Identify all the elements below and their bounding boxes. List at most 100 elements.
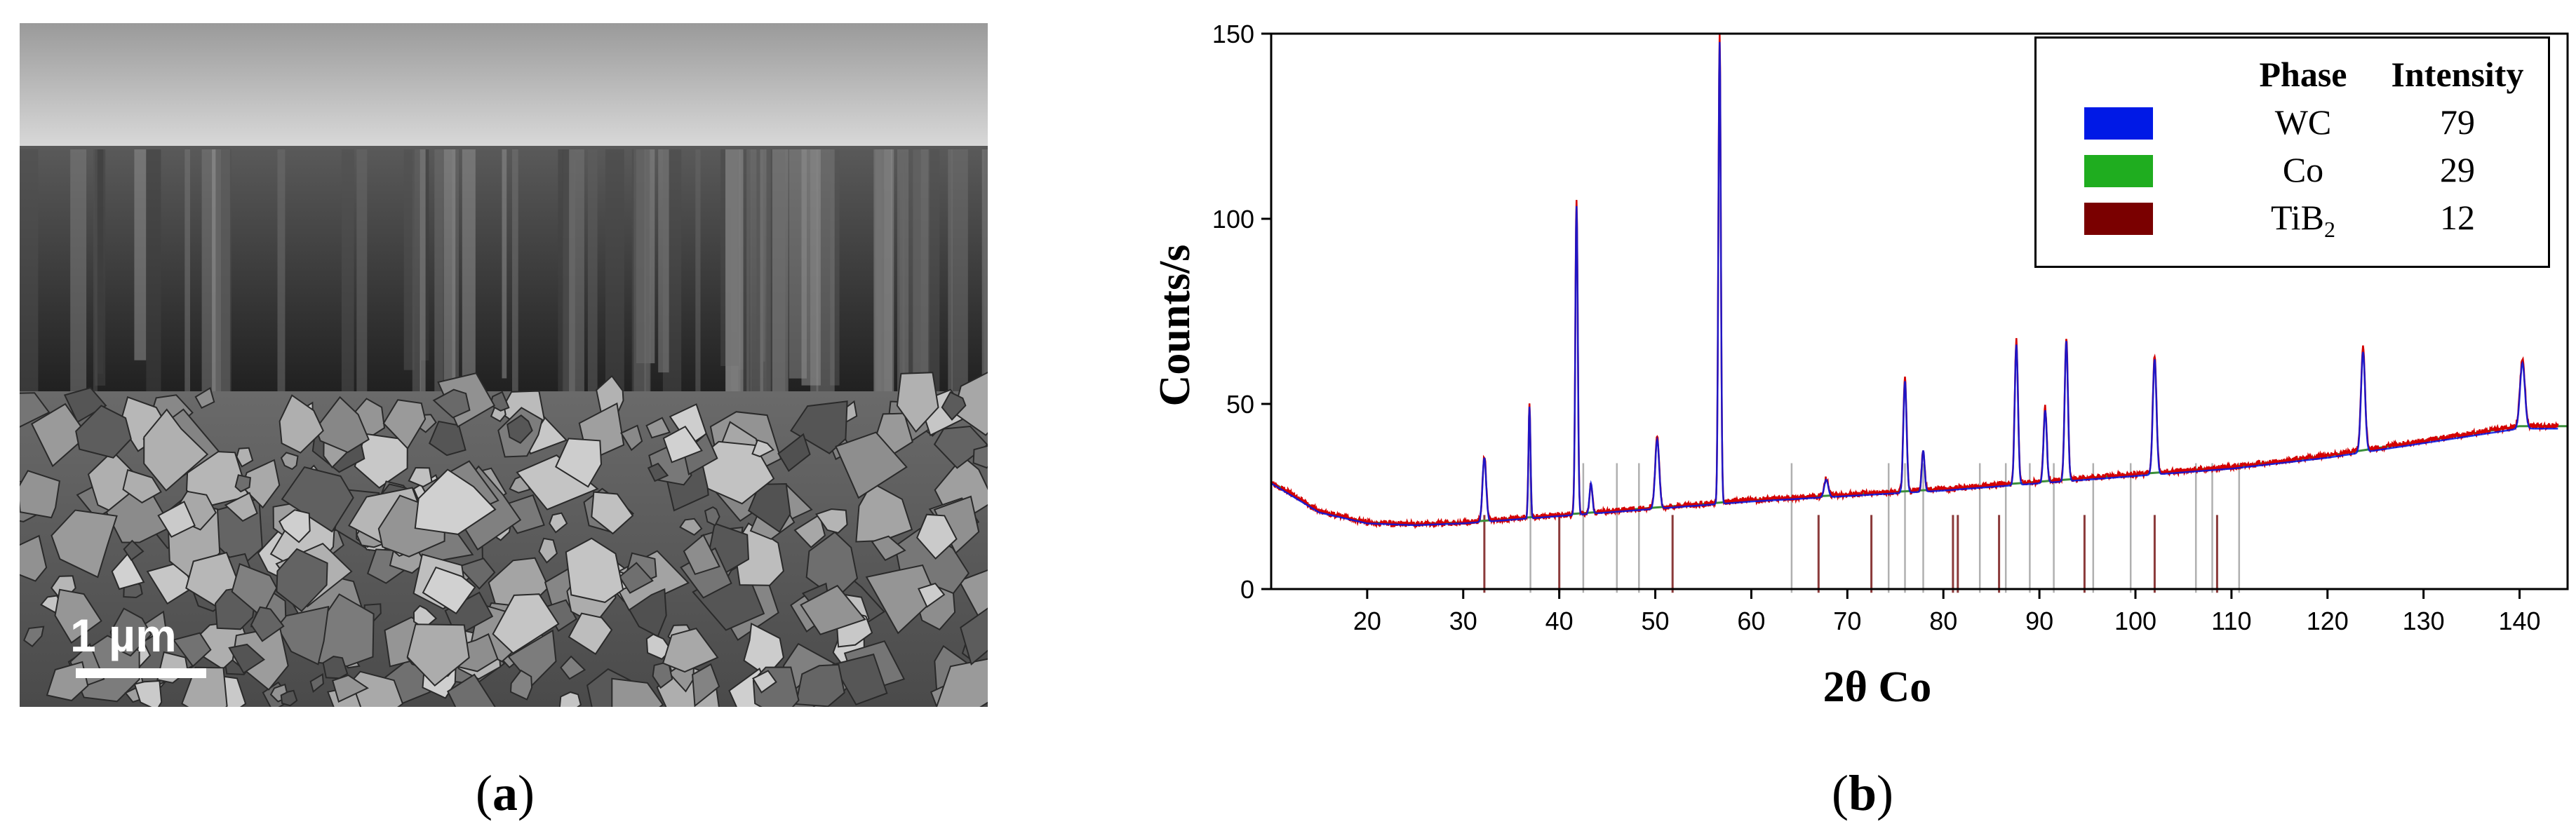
- substrate-grain: [933, 495, 980, 555]
- coating-columns: [20, 149, 988, 527]
- substrate-grain: [111, 552, 145, 590]
- substrate-grain: [538, 537, 558, 564]
- substrate-grain: [972, 445, 988, 469]
- x-axis-label: 2θ Co: [1823, 663, 1932, 711]
- substrate-grain: [75, 405, 132, 459]
- substrate-grain: [591, 491, 634, 535]
- legend-swatch-co: [2084, 155, 2153, 187]
- substrate-grain: [507, 414, 533, 444]
- substrate-grain: [250, 606, 285, 642]
- substrate-grain: [933, 425, 988, 469]
- substrate-grain: [281, 466, 354, 533]
- substrate-grain: [432, 388, 471, 419]
- legend-row-co: Co 29: [2037, 149, 2548, 198]
- coating-column: [605, 149, 624, 393]
- substrate-grain: [20, 470, 61, 519]
- substrate-grain: [815, 508, 848, 534]
- substrate-grain: [960, 607, 988, 666]
- legend-intensity-co: 29: [2440, 150, 2475, 189]
- substrate-grain: [30, 403, 88, 468]
- y-axis-label: Counts/s: [1151, 245, 1199, 407]
- substrate-grain: [382, 399, 427, 450]
- substrate-grain: [309, 673, 324, 694]
- coating-surface: [20, 23, 988, 146]
- substrate-grain: [492, 593, 560, 654]
- scale-bar-label: 1 µm: [70, 609, 177, 661]
- substrate-grain: [194, 386, 215, 410]
- substrate-grain: [51, 509, 118, 579]
- x-tick-label: 50: [1642, 607, 1670, 635]
- scale-bar: [76, 668, 206, 678]
- substrate-grain: [565, 537, 624, 603]
- x-tick-label: 20: [1353, 607, 1381, 635]
- substrate-grain: [331, 674, 369, 703]
- substrate-grain: [662, 628, 719, 673]
- substrate-grain: [871, 535, 906, 562]
- substrate-grain: [611, 677, 664, 707]
- caption-a: (a): [476, 765, 535, 821]
- substrate-grain: [280, 452, 299, 471]
- y-tick-label: 0: [1240, 575, 1254, 604]
- substrate-grain: [751, 670, 777, 694]
- coating-column: [134, 149, 147, 360]
- coating-column: [452, 149, 459, 471]
- substrate-grain: [143, 408, 209, 492]
- substrate-grain: [936, 658, 988, 707]
- substrate-grain: [800, 584, 866, 635]
- coating-column: [587, 149, 598, 416]
- substrate-grain: [645, 633, 672, 660]
- legend-swatch-tib2: [2084, 203, 2153, 235]
- legend-header-phase: Phase: [2259, 55, 2347, 94]
- x-tick-label: 140: [2499, 607, 2541, 635]
- legend-intensity-wc: 79: [2440, 102, 2475, 142]
- substrate-grain: [122, 468, 162, 504]
- substrate-grain: [568, 612, 613, 655]
- legend-row-wc: WC 79: [2037, 102, 2548, 151]
- substrate-grain: [941, 391, 967, 421]
- x-tick-label: 60: [1737, 607, 1765, 635]
- coating-column: [403, 149, 415, 370]
- substrate-grain: [234, 474, 251, 493]
- substrate-grain: [692, 663, 720, 707]
- substrate-grain: [790, 400, 848, 454]
- y-tick-label: 100: [1212, 205, 1254, 234]
- substrate-grain: [109, 607, 152, 657]
- legend-row-tib2: TiB2 12: [2037, 197, 2548, 246]
- coating-column: [644, 149, 651, 444]
- legend-phase-tib2: TiB2: [2270, 198, 2336, 242]
- sem-micrograph: 1 µm: [20, 23, 988, 707]
- substrate-grain: [509, 669, 533, 701]
- substrate-grain: [560, 655, 586, 680]
- substrate-grain: [279, 509, 311, 543]
- substrate-grain: [555, 438, 603, 488]
- y-tick-label: 150: [1212, 20, 1254, 48]
- substrate-grain: [507, 629, 557, 687]
- substrate-grain: [23, 626, 45, 647]
- x-tick-label: 40: [1545, 607, 1574, 635]
- substrate-grain: [896, 372, 939, 433]
- substrate-grain: [549, 512, 568, 534]
- coating-column: [341, 149, 354, 464]
- substrate-grain: [679, 518, 703, 536]
- substrate-grain: [20, 534, 48, 582]
- substrate-grain: [751, 439, 774, 458]
- substrate-grain: [236, 447, 254, 468]
- substrate-grain: [835, 431, 908, 499]
- x-tick-label: 130: [2403, 607, 2445, 635]
- coating-column: [772, 149, 789, 433]
- substrate-grain: [157, 501, 196, 538]
- coating-column: [695, 149, 701, 475]
- plot-frame: [1270, 32, 2569, 590]
- coating-column: [878, 149, 892, 419]
- substrate-grain: [645, 417, 671, 439]
- coating-column: [746, 149, 751, 410]
- coating-column: [97, 149, 104, 374]
- legend-phase-wc: WC: [2274, 102, 2332, 142]
- coating-column: [185, 149, 190, 406]
- phase-legend: Phase Intensity WC 79 Co 29 TiB2 12: [2034, 36, 2550, 268]
- legend-swatch-wc: [2084, 107, 2153, 140]
- fitted-pattern-line: [1270, 41, 2558, 527]
- substrate-grain: [647, 462, 669, 482]
- substrate-grain: [406, 623, 470, 687]
- coating-column: [420, 149, 426, 400]
